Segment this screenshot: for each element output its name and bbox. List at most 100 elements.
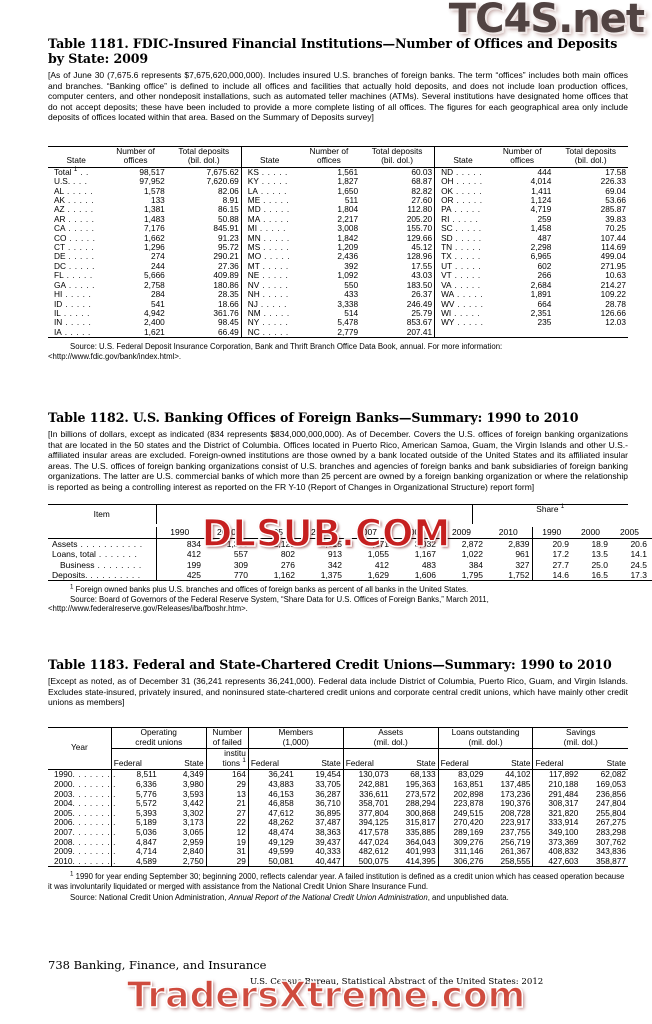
value-cell: 5,036 [110, 827, 159, 838]
table-1182-block: Table 1182. U.S. Banking Offices of Fore… [48, 410, 628, 493]
deposits-value: 7,675.62 [206, 166, 239, 177]
state-label: LA . . . . . [240, 186, 298, 197]
offices-value: 2,684 [530, 279, 552, 290]
value-cell: 276 [280, 559, 295, 570]
value-cell: 2,959 [182, 836, 204, 847]
table-row: Loans, total . . . . . . . 412 557 802 913 1,… [48, 549, 652, 560]
value-cell: 46,858 [247, 799, 296, 809]
state-label: VT . . . . . [434, 270, 491, 281]
value-cell: 1,358 [226, 539, 248, 550]
table-row: IL . . . . . 4,942 361.76 NM . . . . . 514 25… [48, 307, 628, 319]
offices-value [491, 328, 553, 338]
state-label: OR . . . . . [434, 195, 491, 206]
value-cell: 27 [205, 808, 249, 819]
value-cell: 173,236 [500, 788, 531, 799]
value-cell: 500,075 [342, 856, 391, 867]
year-label: 2007. . . . . . . . [54, 826, 117, 837]
state-label: NC . . . . . [240, 327, 298, 338]
value-cell: 1,375 [320, 569, 342, 580]
table-row: AR . . . . . 1,483 50.88 MA . . . . . 2,217 2… [48, 213, 628, 225]
deposits-value: 68.87 [411, 176, 433, 187]
col-header-state-2: State [240, 146, 298, 168]
value-cell: 2,872 [461, 539, 483, 550]
value-cell: 3,032 [414, 539, 436, 550]
value-cell: 22 [205, 818, 249, 828]
state-label: IA . . . . . [54, 326, 91, 337]
offices-value: 5,478 [337, 317, 359, 328]
col-header-federal: Federal [437, 748, 486, 771]
offices-value: 1,124 [530, 195, 552, 206]
state-label: ND . . . . . [434, 167, 491, 178]
share-cell: 14.6 [531, 569, 571, 581]
col-header-federal: Federal [110, 748, 159, 771]
table-row: Business . . . . . . . . 199 309 276 342 412 4… [48, 559, 652, 570]
table-1181-body: Total 1 . . 98,517 7,675.62 KS . . . . . 1,5… [48, 166, 628, 338]
table-row: ID . . . . . 541 18.66 NJ . . . . . 3,338 246… [48, 298, 628, 309]
col-group-header-assets: Assets (mil. dol.) [342, 727, 439, 750]
value-cell: 327 [515, 559, 530, 570]
state-label: U.S. . . . [54, 176, 88, 187]
state-label: ID . . . . . [54, 298, 92, 309]
offices-value: 235 [537, 317, 552, 328]
state-label: WV . . . . . [434, 299, 491, 309]
state-label: KS . . . . . [240, 167, 298, 178]
table-row: 2000. . . . . . . . 6,336 3,980 29 43,883 33,… [48, 778, 628, 790]
value-cell: 202,898 [437, 789, 486, 800]
share-cell: 20.9 [531, 538, 571, 550]
deposits-value: 155.70 [406, 223, 433, 234]
deposits-value: 86.15 [218, 204, 239, 215]
value-cell: 1,167 [414, 549, 436, 560]
state-label: WY . . . . . [434, 317, 491, 328]
state-label: HI . . . . . [54, 289, 92, 300]
value-cell: 6,336 [110, 779, 159, 790]
state-label: IN . . . . . [54, 317, 92, 328]
value-cell: 1,055 [367, 549, 389, 560]
value-cell: 315,817 [405, 817, 436, 828]
table-row: 2005. . . . . . . . 5,393 3,302 27 47,612 36,… [48, 808, 628, 819]
offices-value: 602 [537, 260, 552, 271]
offices-value: 1,296 [144, 242, 165, 253]
value-cell: 321,820 [532, 808, 581, 819]
table-1183-block: Table 1183. Federal and State-Chartered … [48, 657, 628, 708]
deposits-value: 128.96 [406, 251, 433, 262]
item-header-spacer [48, 527, 156, 540]
state-label: ME . . . . . [240, 195, 298, 206]
value-cell: 36,287 [315, 788, 341, 799]
offices-value: 1,381 [144, 204, 165, 215]
state-label: NH . . . . . [240, 289, 298, 300]
offices-value: 1,209 [337, 242, 359, 253]
offices-value: 1,411 [531, 185, 552, 196]
col-header-state: State [485, 748, 533, 771]
value-cell: 408,832 [532, 847, 581, 857]
value-cell: 267,275 [596, 817, 626, 828]
state-label: MA . . . . . [240, 214, 298, 225]
col-group-header-operating-credit-unions: Operating credit unions [110, 727, 207, 750]
table-row: CT . . . . . 1,296 95.72 MS . . . . . 1,209 4… [48, 242, 628, 253]
deposits-value: 12.03 [605, 317, 626, 328]
value-cell: 40,333 [315, 846, 341, 857]
offices-value: 1,804 [337, 204, 359, 215]
offices-value: 4,942 [144, 307, 165, 318]
col-header-federal: Federal [532, 748, 581, 771]
deposits-value: 82.82 [411, 185, 433, 196]
offices-value: 392 [344, 260, 359, 271]
col-header-state: State [158, 748, 207, 771]
table-row: HI . . . . . 284 28.35 NH . . . . . 433 26.37… [48, 289, 628, 300]
value-cell: 29 [205, 779, 249, 790]
value-cell: 169,053 [596, 778, 626, 789]
table-row: 2010. . . . . . . . 4,589 2,750 29 50,081 40,… [48, 856, 628, 867]
deposits-value: 271.95 [600, 260, 626, 271]
deposits-value: 91.23 [218, 232, 239, 243]
table-1182-top-header: Item Share 1 [48, 504, 628, 524]
value-cell: 190,376 [500, 798, 531, 809]
col-header-offices-3: Number of offices [490, 146, 554, 168]
value-cell: 236,856 [596, 788, 626, 799]
value-cell: 5,393 [110, 808, 159, 819]
value-cell: 412 [374, 559, 389, 570]
deposits-value: 290.21 [213, 251, 239, 262]
state-label: CT . . . . . [54, 242, 95, 253]
offices-value: 1,578 [144, 185, 165, 196]
deposits-value: 50.88 [218, 213, 239, 224]
share-cell: 16.5 [591, 569, 608, 580]
offices-value: 1,561 [337, 166, 359, 177]
